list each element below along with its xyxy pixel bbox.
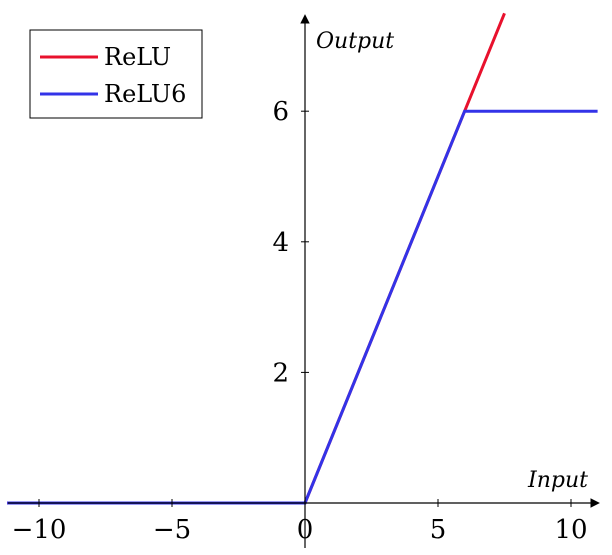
x-tick-label: −10 xyxy=(12,515,67,545)
x-tick-label: 0 xyxy=(297,515,314,545)
legend-label-relu: ReLU xyxy=(104,43,171,71)
x-axis-label: Input xyxy=(527,468,588,493)
legend: ReLU ReLU6 xyxy=(29,29,203,119)
x-tick-label: 10 xyxy=(554,515,587,545)
ticks-layer: −10 −5 0 5 10 2 4 6 xyxy=(12,97,588,545)
series-line-relu6 xyxy=(7,109,598,505)
axes-layer xyxy=(8,14,600,548)
legend-label-relu6: ReLU6 xyxy=(104,80,186,108)
y-tick-label: 2 xyxy=(272,358,289,388)
y-tick-label: 6 xyxy=(272,97,289,127)
x-tick-label: 5 xyxy=(430,515,447,545)
y-axis-label: Output xyxy=(316,29,394,54)
x-tick-label: −5 xyxy=(153,515,191,545)
legend-box xyxy=(29,29,203,119)
y-tick-label: 4 xyxy=(272,228,289,258)
